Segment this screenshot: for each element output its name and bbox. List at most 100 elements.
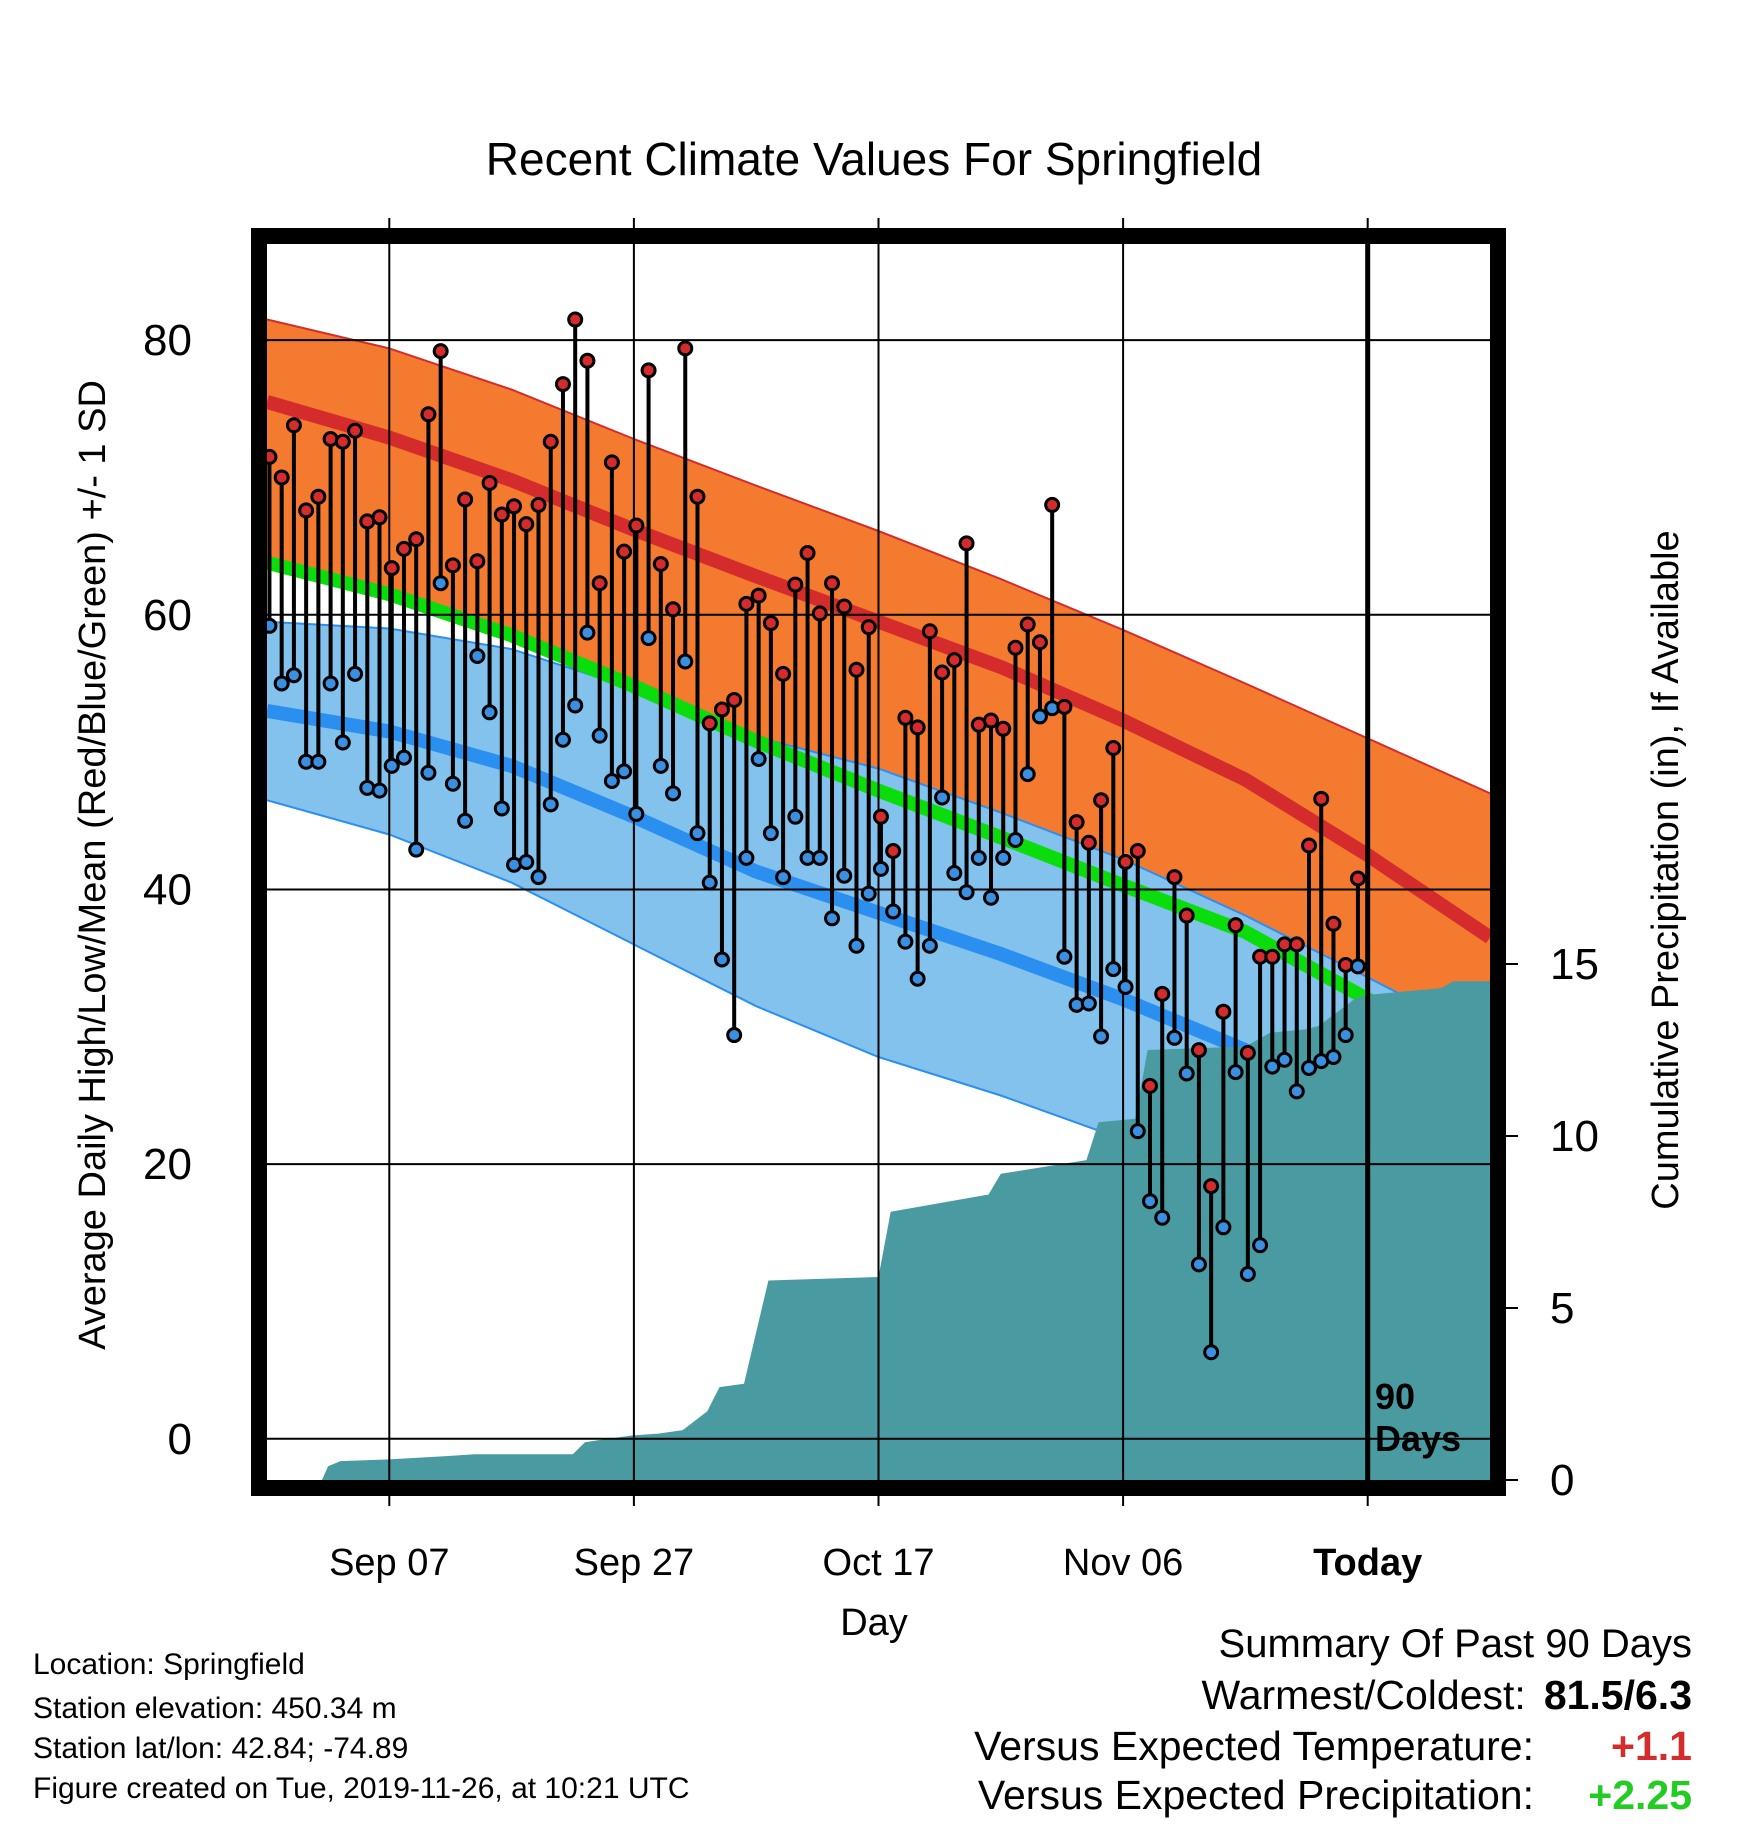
y-tick-label: 80 (143, 316, 192, 365)
created-text: Figure created on Tue, 2019-11-26, at 10… (33, 1772, 690, 1805)
high-point (1007, 639, 1024, 656)
low-point (579, 624, 596, 641)
high-point (689, 488, 706, 505)
high-point (1044, 496, 1061, 513)
high-point (1154, 985, 1171, 1002)
high-point (1129, 843, 1146, 860)
high-point (983, 712, 1000, 729)
low-point (603, 772, 620, 789)
low-point (469, 648, 486, 664)
high-point (567, 311, 584, 328)
low-point (554, 731, 571, 748)
low-point (1117, 978, 1134, 995)
low-point (1252, 1237, 1269, 1254)
low-point (738, 849, 755, 866)
high-point (1117, 854, 1134, 870)
today-marker-label: 90 (1375, 1376, 1415, 1417)
low-point (481, 704, 498, 721)
high-point (1190, 1042, 1207, 1059)
high-point (457, 491, 474, 508)
low-point (457, 812, 474, 829)
low-point (909, 970, 926, 987)
low-point (983, 889, 1000, 906)
low-point (775, 869, 792, 886)
low-point (1019, 766, 1036, 783)
high-point (665, 601, 682, 618)
low-point (616, 763, 633, 780)
high-point (530, 496, 547, 513)
x-tick-label: Sep 07 (329, 1542, 449, 1584)
high-point (628, 517, 645, 534)
y-axis-title: Average Daily High/Low/Mean (Red/Blue/Gr… (72, 380, 114, 1350)
high-point (1227, 917, 1244, 934)
low-point (1325, 1049, 1342, 1066)
low-point (787, 808, 804, 825)
low-point (1300, 1060, 1317, 1076)
low-point (1190, 1256, 1207, 1273)
high-point (701, 715, 718, 732)
low-point (934, 789, 951, 806)
low-point (726, 1027, 743, 1044)
high-point (506, 498, 523, 515)
low-point (1215, 1219, 1232, 1236)
y2-tick-label: 10 (1550, 1112, 1599, 1161)
low-point (811, 849, 828, 866)
high-point (481, 474, 498, 491)
low-point (1080, 995, 1097, 1012)
low-point (946, 864, 963, 881)
y-tick-label: 0 (168, 1415, 192, 1464)
plot-frame (251, 228, 1506, 1496)
observations (261, 311, 1366, 1361)
low-point (1337, 1027, 1354, 1044)
high-point (432, 343, 449, 360)
low-point (395, 749, 412, 766)
y-tick-label: 20 (143, 1140, 192, 1189)
low-point (408, 841, 425, 858)
high-point (554, 376, 571, 393)
high-point (677, 340, 694, 357)
low-point (420, 764, 437, 781)
low-point (310, 753, 327, 770)
high-point (408, 531, 425, 548)
latlon-text: Station lat/lon: 42.84; -74.89 (33, 1732, 409, 1765)
low-point (347, 665, 364, 682)
high-point (347, 422, 364, 439)
high-point (1093, 792, 1110, 809)
x-tick-label: Nov 06 (1063, 1542, 1183, 1584)
y2-axis-title: Cumulative Precipitation (in), If Availa… (1645, 530, 1687, 1209)
high-point (1288, 936, 1305, 953)
high-point (1215, 1003, 1232, 1020)
high-point (1178, 907, 1195, 924)
low-point (1056, 948, 1073, 965)
low-point (444, 775, 461, 792)
high-point (738, 595, 755, 612)
high-point (1300, 837, 1317, 854)
high-point (934, 664, 951, 681)
high-point (640, 362, 657, 379)
low-point (1203, 1344, 1220, 1361)
high-point (334, 433, 351, 450)
x-tick-label: Oct 17 (823, 1542, 935, 1584)
high-point (885, 843, 902, 860)
high-point (603, 454, 620, 471)
low-point (872, 860, 889, 877)
high-point (1068, 814, 1085, 831)
high-point (652, 555, 669, 572)
y-tick-label: 40 (143, 865, 192, 914)
high-point (1349, 870, 1366, 887)
low-point (518, 854, 535, 870)
low-point (1349, 958, 1366, 975)
elevation-text: Station elevation: 450.34 m (33, 1692, 397, 1725)
low-point (1178, 1065, 1195, 1082)
high-point (811, 605, 828, 622)
high-point (1313, 790, 1330, 807)
high-point (958, 535, 975, 552)
low-point (848, 937, 865, 954)
y-tick-label: 60 (143, 591, 192, 640)
high-point (897, 709, 914, 726)
low-point (567, 697, 584, 714)
low-point (1288, 1083, 1305, 1100)
low-point (542, 796, 559, 813)
today-marker-label-days: Days (1375, 1418, 1461, 1459)
high-point (921, 623, 938, 640)
